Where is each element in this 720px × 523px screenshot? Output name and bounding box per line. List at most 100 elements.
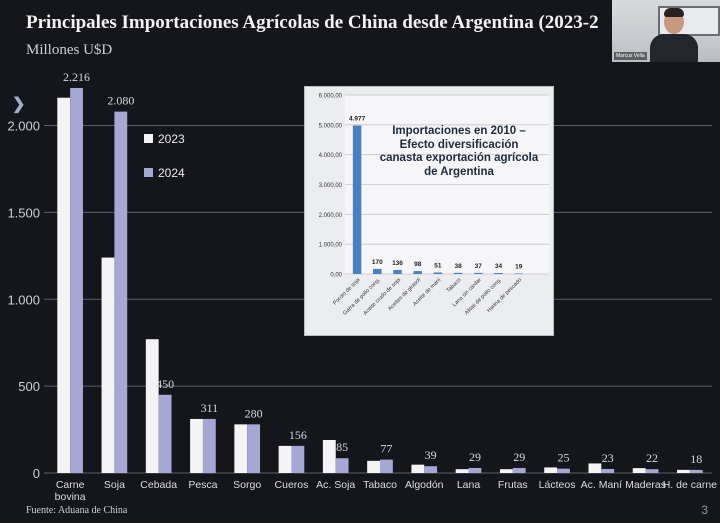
inset-bar <box>514 273 523 274</box>
x-tick-label: Frutas <box>498 479 528 491</box>
data-label: 25 <box>557 451 569 465</box>
bar-2024 <box>335 458 349 473</box>
bar-2024 <box>468 467 482 473</box>
inset-y-tick-label: 1.000,00 <box>319 243 343 249</box>
bar-2023 <box>190 418 203 473</box>
data-label: 450 <box>156 377 174 391</box>
page-number: 3 <box>701 503 708 517</box>
slide-nav-chevron-icon[interactable]: ❯ <box>12 96 26 113</box>
bar-2024 <box>70 87 83 473</box>
y-tick-label: 500 <box>18 379 40 394</box>
data-label: 77 <box>380 442 392 456</box>
y-tick-label: 0 <box>33 466 40 481</box>
bar-2023 <box>455 469 469 473</box>
data-label: 2.216 <box>63 70 90 84</box>
inset-bar <box>474 272 483 274</box>
inset-data-label: 4.977 <box>349 116 366 123</box>
data-label: 29 <box>469 450 481 464</box>
bar-2024 <box>291 445 305 473</box>
inset-y-tick-label: 2.000,00 <box>319 213 343 219</box>
legend-swatch-2023 <box>144 134 153 143</box>
inset-bar <box>352 125 362 274</box>
bar-2024 <box>601 469 615 473</box>
bar-2023 <box>57 97 71 473</box>
inset-data-label: 136 <box>392 260 403 267</box>
inset-bar <box>494 272 503 274</box>
legend-swatch-2024 <box>144 168 153 177</box>
inset-x-tick-label: Alitas de pollo cong. <box>464 277 503 316</box>
inset-data-label: 34 <box>495 263 503 270</box>
data-label: 39 <box>425 448 437 462</box>
x-tick-label: bovina <box>55 491 86 503</box>
inset-bar <box>373 268 382 274</box>
inset-x-tick-label: Tabaco <box>446 277 463 294</box>
inset-bar <box>453 272 463 274</box>
bar-2023 <box>101 257 115 473</box>
data-label: 18 <box>690 452 702 466</box>
y-tick-label: 2.000 <box>7 119 40 134</box>
inset-x-tick-label: Aceite crudo de soja <box>362 277 402 317</box>
inset-bar <box>393 269 402 274</box>
x-tick-label: Cebada <box>140 479 177 491</box>
bar-2023 <box>411 464 425 473</box>
bar-2024 <box>512 467 526 473</box>
bar-2023 <box>632 468 646 473</box>
legend-label-2023: 2023 <box>158 132 185 146</box>
bar-2023 <box>499 469 513 473</box>
bar-2023 <box>588 463 602 473</box>
inset-data-label: 38 <box>454 263 462 270</box>
bar-2024 <box>557 468 570 473</box>
inset-y-tick-label: 0,00 <box>330 273 342 279</box>
inset-x-tick-label: Garra de pollo cong. <box>342 277 382 317</box>
bar-2024 <box>114 111 128 473</box>
x-tick-label: Pesca <box>188 479 217 491</box>
x-tick-label: Maderas <box>625 479 666 491</box>
x-tick-label: Lana <box>457 479 481 491</box>
bar-2023 <box>145 339 159 473</box>
participant-video-tile[interactable]: Marcus Vella <box>612 0 720 62</box>
x-tick-label: Soja <box>104 479 125 491</box>
x-tick-label: Cueros <box>275 479 309 491</box>
chart-title: Principales Importaciones Agrícolas de C… <box>26 12 599 33</box>
bar-2023 <box>677 469 690 473</box>
bar-2023 <box>322 439 336 473</box>
x-tick-label: H. de carne <box>663 479 717 491</box>
inset-data-label: 19 <box>515 263 523 270</box>
y-tick-label: 1.000 <box>7 292 40 307</box>
data-label: 311 <box>201 401 219 415</box>
bar-2024 <box>424 466 438 473</box>
inset-data-label: 98 <box>414 261 422 268</box>
data-label: 29 <box>513 450 525 464</box>
data-label: 280 <box>245 406 263 420</box>
participant-hair <box>664 8 684 17</box>
source-note: Fuente: Aduana de China <box>26 505 128 516</box>
bar-2024 <box>645 469 659 473</box>
bar-2023 <box>544 467 558 473</box>
x-tick-label: Lácteos <box>539 479 576 491</box>
data-label: 22 <box>646 451 658 465</box>
inset-bar-chart: 0,00 1.000,00 2.000,00 3.000,00 4.000,00 5.00… <box>319 94 549 317</box>
inset-data-label: 51 <box>434 262 442 269</box>
x-tick-label: Ac. Maní <box>581 479 623 491</box>
inset-y-tick-label: 3.000,00 <box>319 183 343 189</box>
bar-2024 <box>202 418 216 473</box>
legend-label-2024: 2024 <box>158 166 185 180</box>
bar-2024 <box>158 394 172 473</box>
bar-2024 <box>247 424 261 473</box>
y-tick-label: 1.500 <box>7 205 40 220</box>
x-tick-label: Ac. Soja <box>316 479 355 491</box>
bar-2024 <box>380 459 393 473</box>
x-tick-label: Sorgo <box>233 479 261 491</box>
inset-bar <box>413 271 422 274</box>
y-axis-unit-label: Millones U$D <box>26 42 113 58</box>
bar-2023 <box>278 445 292 473</box>
bar-2024 <box>689 469 703 473</box>
inset-y-tick-label: 6.000,00 <box>319 94 343 100</box>
x-tick-label: Carne <box>56 479 85 491</box>
inset-data-label: 37 <box>475 263 483 270</box>
data-label: 85 <box>336 440 348 454</box>
inset-y-tick-label: 4.000,00 <box>319 153 343 159</box>
inset-chart-2010: 0,00 1.000,00 2.000,00 3.000,00 4.000,00 5.00… <box>304 86 554 336</box>
data-label: 2.080 <box>107 94 134 108</box>
